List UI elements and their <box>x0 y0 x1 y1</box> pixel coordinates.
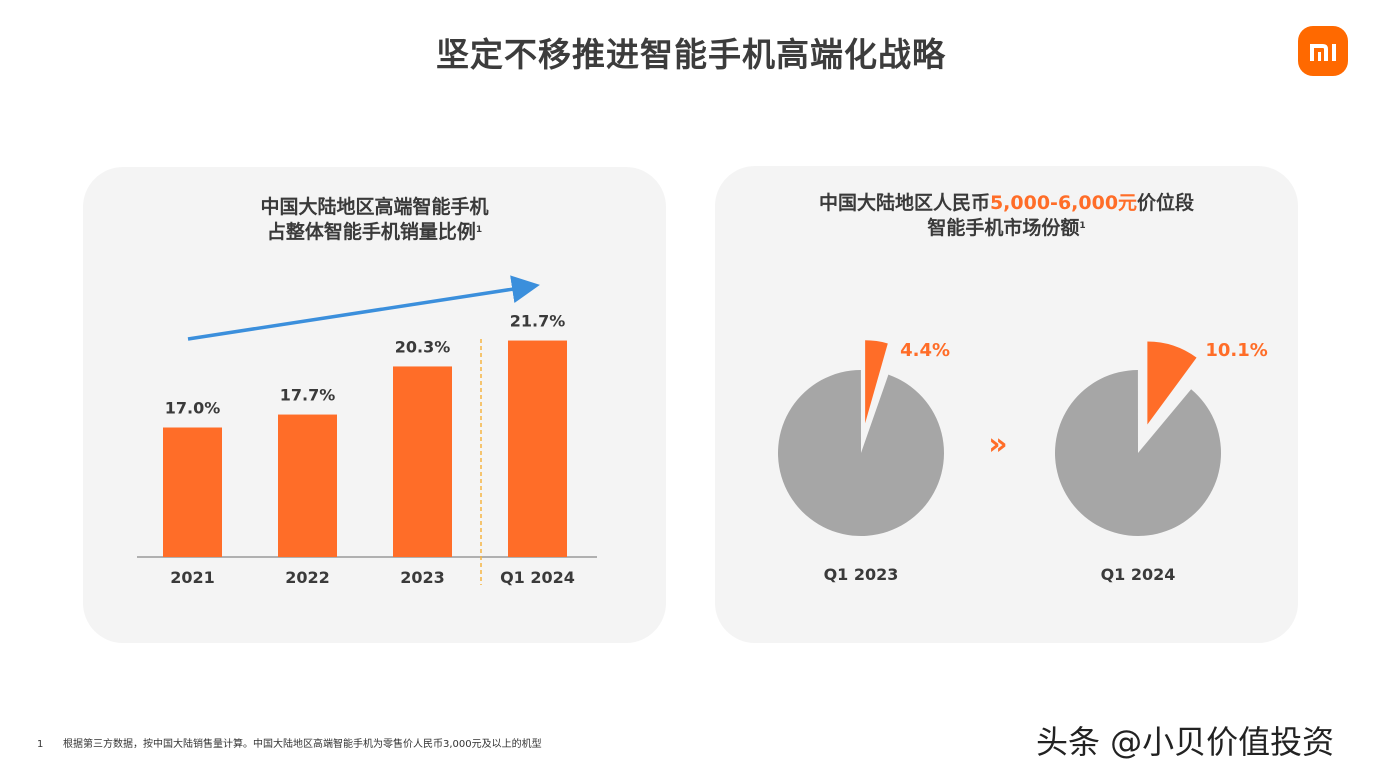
pie-slice-highlight-Q1-2024 <box>1147 341 1197 425</box>
pie-category-label: Q1 2024 <box>1101 565 1176 584</box>
pie-charts: 4.4% Q1 2023 10.1% Q1 2024 » <box>778 340 1268 584</box>
pie-chart-title-line1-pre: 中国大陆地区人民币 <box>818 192 990 214</box>
pie-slice-rest-Q1-2023 <box>778 370 944 536</box>
bar-chart-card: 中国大陆地区高端智能手机 占整体智能手机销量比例1 17.0% 2021 17.7%… <box>83 167 666 643</box>
x-tick-label: Q1 2024 <box>500 568 575 587</box>
footnote-text: 根据第三方数据，按中国大陆销售量计算。中国大陆地区高端智能手机为零售价人民币3,… <box>63 739 542 750</box>
bar-value-label: 21.7% <box>510 312 566 331</box>
bar-chart-title-footnote-mark: 1 <box>475 225 483 235</box>
footnote: 1 根据第三方数据，按中国大陆销售量计算。中国大陆地区高端智能手机为零售价人民币3… <box>37 735 542 750</box>
bar-chart: 17.0% 2021 17.7% 2022 20.3% 2023 21.7% Q1 2024 <box>137 275 597 587</box>
pie-category-label: Q1 2023 <box>824 565 899 584</box>
bar-2022 <box>278 414 337 557</box>
pie-slice-highlight-Q1-2023 <box>865 340 888 424</box>
bar-2023 <box>393 366 452 557</box>
x-tick-label: 2021 <box>170 568 215 587</box>
double-chevron-right-icon: » <box>988 427 1007 462</box>
xiaomi-logo-icon <box>1298 26 1348 76</box>
pie-chart-title-footnote-mark: 1 <box>1079 221 1086 231</box>
bar-2021 <box>163 427 222 557</box>
bar-chart-title-line2: 占整体智能手机销量比例 <box>266 221 476 243</box>
pie-chart-title-line2: 智能手机市场份额 <box>927 217 1080 239</box>
pie-slice-rest-Q1-2024 <box>1055 370 1221 536</box>
pie-chart-title: 中国大陆地区人民币5,000-6,000元价位段 智能手机市场份额1 <box>715 191 1298 241</box>
bar-chart-title: 中国大陆地区高端智能手机 占整体智能手机销量比例1 <box>83 195 666 245</box>
footnote-number: 1 <box>37 739 44 750</box>
pie-chart-title-price-range: 5,000-6,000元 <box>989 192 1138 214</box>
page-title: 坚定不移推进智能手机高端化战略 <box>436 35 946 74</box>
x-tick-label: 2023 <box>400 568 445 587</box>
bar-value-label: 17.0% <box>165 399 221 418</box>
pie-chart-title-line1-post: 价位段 <box>1137 192 1195 214</box>
pie-chart-card: 中国大陆地区人民币5,000-6,000元价位段 智能手机市场份额1 4.4% Q… <box>715 166 1298 643</box>
bar-chart-title-line1: 中国大陆地区高端智能手机 <box>260 196 489 218</box>
pie-value-label: 10.1% <box>1205 340 1267 361</box>
watermark: 头条 @小贝价值投资 <box>1036 723 1335 761</box>
bar-value-label: 17.7% <box>280 386 336 405</box>
trend-arrow-icon <box>187 275 540 341</box>
x-tick-label: 2022 <box>285 568 330 587</box>
bar-Q1-2024 <box>508 340 567 557</box>
pie-value-label: 4.4% <box>900 340 950 361</box>
bar-value-label: 20.3% <box>395 337 451 356</box>
